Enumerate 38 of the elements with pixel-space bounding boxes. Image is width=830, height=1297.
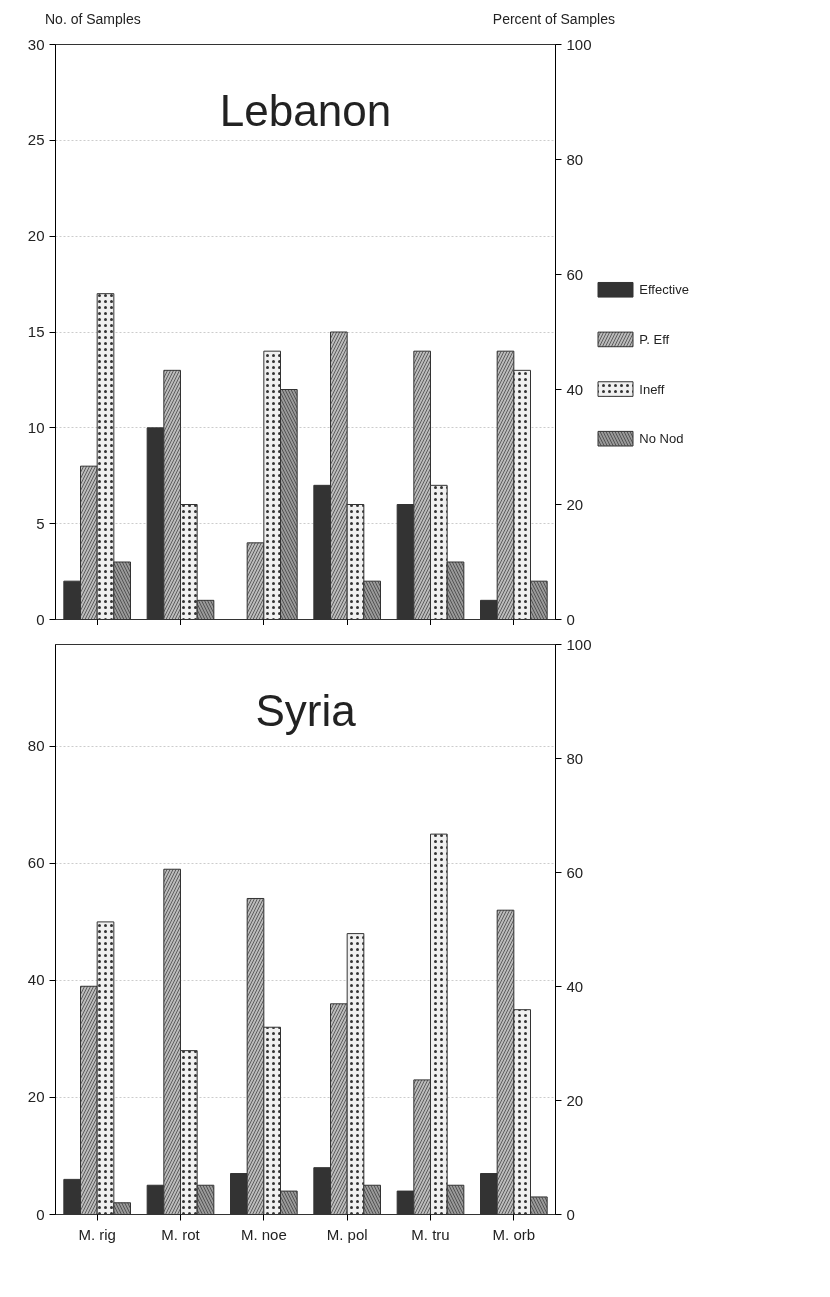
- y-tick-label: 20: [27, 1088, 45, 1106]
- text: Syria: [255, 685, 357, 735]
- y2-tick-label: 20: [566, 1091, 584, 1109]
- y-tick-label: 40: [27, 971, 45, 989]
- y2-tick-label: 40: [566, 977, 584, 995]
- y-tick-label: 20: [27, 227, 45, 245]
- x-tick-label: M. rot: [161, 1225, 201, 1243]
- y-axis-title: No. of Samples: [45, 10, 141, 29]
- text: Lebanon: [219, 85, 392, 135]
- y2-tick-label: 100: [566, 35, 592, 53]
- y-tick-label: 30: [27, 35, 45, 53]
- x-tick-label: M. tru: [411, 1225, 450, 1243]
- legend-label: P. Eff: [639, 331, 670, 347]
- x-tick-label: M. noe: [240, 1225, 287, 1243]
- y-tick-label: 25: [27, 131, 45, 149]
- y2-tick-label: 40: [566, 380, 584, 398]
- y2-tick-label: 60: [566, 265, 584, 283]
- y2-tick-label: 80: [566, 150, 584, 168]
- legend-label: Effective: [639, 282, 689, 298]
- y-tick-label: 60: [27, 854, 45, 872]
- y2-tick-label: 0: [566, 1205, 575, 1223]
- y-tick-label: 80: [27, 737, 45, 755]
- x-tick-label: M. rig: [78, 1225, 116, 1243]
- x-tick-label: M. orb: [492, 1225, 536, 1243]
- y2-tick-label: 100: [566, 635, 592, 653]
- legend-label: Ineff: [639, 381, 665, 397]
- y-tick-label: 0: [36, 610, 45, 628]
- y-tick-label: 5: [36, 514, 45, 532]
- y2-tick-label: 0: [566, 610, 575, 628]
- y-tick-label: 10: [27, 418, 45, 436]
- y2-tick-label: 60: [566, 863, 584, 881]
- legend-label: No Nod: [639, 431, 684, 447]
- x-tick-label: M. pol: [326, 1225, 368, 1243]
- y-tick-label: 0: [36, 1205, 45, 1223]
- y2-axis-title: Percent of Samples: [491, 10, 615, 29]
- y2-tick-label: 20: [566, 495, 584, 513]
- y2-tick-label: 80: [566, 749, 584, 767]
- y-tick-label: 15: [27, 323, 45, 340]
